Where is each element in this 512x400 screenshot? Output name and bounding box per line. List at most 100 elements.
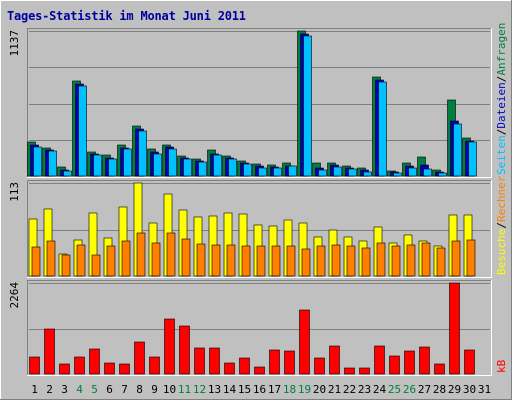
legend-item-sep: / <box>495 76 508 83</box>
x-tick-label: 31 <box>478 383 491 396</box>
legend-item-rechner: Rechner <box>495 175 508 222</box>
bar-top-seiten-day-26 <box>408 167 417 177</box>
bar-top-seiten-day-21 <box>333 166 342 177</box>
x-tick-label: 10 <box>163 383 176 396</box>
x-tick-label: 21 <box>328 383 341 396</box>
x-tick-label: 6 <box>106 383 113 396</box>
bar-mid-rechner-day-15 <box>241 245 251 277</box>
x-tick-label: 7 <box>121 383 128 396</box>
bar-mid-rechner-day-14 <box>226 244 236 277</box>
bar-bot-kb-day-15 <box>239 357 250 375</box>
bar-bot-kb-day-22 <box>344 367 355 375</box>
bar-top-seiten-day-9 <box>153 153 162 177</box>
bar-bot-kb-day-27 <box>419 346 430 375</box>
bar-bot-kb-day-4 <box>74 356 85 375</box>
bar-top-seiten-day-12 <box>198 161 207 177</box>
bar-top-seiten-day-14 <box>228 158 237 177</box>
bar-bot-kb-day-6 <box>104 362 115 375</box>
x-tick-label: 14 <box>223 383 237 396</box>
x-tick-label: 15 <box>238 383 251 396</box>
bar-top-seiten-day-8 <box>138 130 147 177</box>
chart-title: Tages-Statistik im Monat Juni 2011 <box>7 9 246 23</box>
bar-mid-rechner-day-5 <box>91 254 101 277</box>
bar-bot-kb-day-1 <box>29 356 40 375</box>
x-tick-label: 17 <box>268 383 281 396</box>
bar-mid-rechner-day-16 <box>256 245 266 277</box>
bar-mid-rechner-day-17 <box>271 245 281 277</box>
y-max-label-mid: 113 <box>8 182 21 202</box>
bar-bot-kb-day-20 <box>314 357 325 375</box>
legend-item-seiten: Seiten <box>495 135 508 175</box>
x-tick-label: 8 <box>136 383 143 396</box>
bar-top-seiten-day-4 <box>78 85 87 177</box>
bar-mid-rechner-day-26 <box>406 244 416 277</box>
x-tick-label: 23 <box>358 383 371 396</box>
x-tick-label: 1 <box>31 383 38 396</box>
bar-mid-rechner-day-11 <box>181 238 191 277</box>
bar-mid-rechner-day-28 <box>436 247 446 277</box>
panel-top-background <box>27 28 492 178</box>
bar-top-seiten-day-30 <box>468 141 477 177</box>
y-max-label-top: 1137 <box>8 30 21 57</box>
bar-bot-kb-day-2 <box>44 328 55 375</box>
x-tick-label: 2 <box>46 383 53 396</box>
bar-top-seiten-day-22 <box>348 168 357 177</box>
bar-mid-rechner-day-25 <box>391 245 401 277</box>
legend-label-top: Seiten/Dateien/Anfragen <box>495 23 508 175</box>
bar-mid-rechner-day-7 <box>121 240 131 277</box>
bar-bot-kb-day-14 <box>224 362 235 375</box>
bar-bot-kb-day-7 <box>119 363 130 375</box>
bar-bot-kb-day-24 <box>374 345 385 375</box>
x-tick-label: 4 <box>76 383 83 396</box>
bar-mid-rechner-day-9 <box>151 242 161 277</box>
bar-mid-rechner-day-21 <box>331 244 341 277</box>
x-tick-label: 20 <box>313 383 326 396</box>
bar-top-seiten-day-29 <box>453 123 462 177</box>
y-max-label-bot: 2264 <box>8 282 21 309</box>
bar-top-seiten-day-7 <box>123 148 132 177</box>
x-tick-label: 27 <box>418 383 431 396</box>
bar-top-seiten-day-17 <box>273 167 282 177</box>
bar-bot-kb-day-16 <box>254 366 265 375</box>
bar-top-seiten-day-15 <box>243 163 252 177</box>
bar-mid-rechner-day-6 <box>106 245 116 277</box>
bar-bot-kb-day-25 <box>389 355 400 375</box>
legend-item-anfragen: Anfragen <box>495 23 508 76</box>
bar-top-seiten-day-25 <box>393 172 402 177</box>
bar-mid-rechner-day-27 <box>421 242 431 277</box>
bar-bot-kb-day-11 <box>179 325 190 375</box>
panel-bot <box>27 280 492 376</box>
bar-top-seiten-day-16 <box>258 167 267 177</box>
bar-mid-rechner-day-20 <box>316 245 326 277</box>
bar-bot-kb-day-10 <box>164 318 175 375</box>
bar-top-seiten-day-28 <box>438 172 447 177</box>
x-tick-label: 5 <box>91 383 98 396</box>
bar-top-seiten-day-24 <box>378 81 387 177</box>
x-tick-label: 25 <box>388 383 401 396</box>
bar-bot-kb-day-5 <box>89 348 100 375</box>
bar-bot-kb-day-30 <box>464 349 475 375</box>
x-tick-label: 11 <box>178 383 191 396</box>
bar-bot-kb-day-28 <box>434 363 445 375</box>
bar-mid-rechner-day-30 <box>466 239 476 277</box>
x-tick-label: 13 <box>208 383 221 396</box>
bar-mid-rechner-day-2 <box>46 240 56 277</box>
bar-bot-kb-day-19 <box>299 309 310 375</box>
bar-top-seiten-day-20 <box>318 169 327 177</box>
bar-top-seiten-day-2 <box>48 150 57 177</box>
bar-bot-kb-day-13 <box>209 347 220 375</box>
bar-bot-kb-day-3 <box>59 363 70 375</box>
bar-top-seiten-day-10 <box>168 148 177 177</box>
x-tick-label: 24 <box>373 383 387 396</box>
bar-top-seiten-day-23 <box>363 171 372 177</box>
bar-mid-rechner-day-19 <box>301 248 311 277</box>
bar-bot-kb-day-26 <box>404 350 415 375</box>
legend-item-kb: kB <box>495 359 508 373</box>
bar-mid-rechner-day-8 <box>136 232 146 277</box>
bar-mid-rechner-day-1 <box>31 246 41 277</box>
bar-bot-kb-day-18 <box>284 350 295 375</box>
bar-bot-kb-day-23 <box>359 367 370 375</box>
bar-top-seiten-day-13 <box>213 154 222 177</box>
bar-bot-kb-day-29 <box>449 282 460 375</box>
bar-bot-kb-day-9 <box>149 356 160 375</box>
